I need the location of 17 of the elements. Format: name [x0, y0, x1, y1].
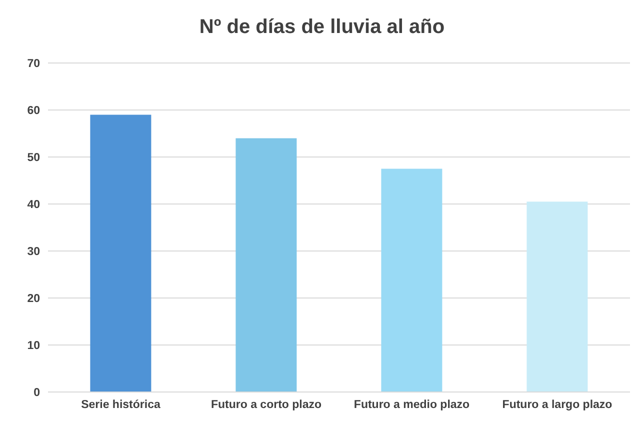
x-tick-label: Futuro a corto plazo	[210, 399, 322, 412]
y-tick-label: 10	[27, 340, 40, 352]
x-tick-label: Futuro a largo plazo	[502, 399, 612, 412]
x-tick-label: Futuro a medio plazo	[354, 399, 470, 412]
y-tick-label: 70	[27, 58, 40, 70]
bar	[381, 168, 442, 392]
y-tick-label: 40	[27, 199, 40, 212]
y-tick-label: 20	[27, 293, 40, 306]
bar	[90, 114, 152, 392]
x-tick-label: Serie histórica	[81, 399, 161, 412]
bar	[236, 138, 297, 392]
bar	[526, 202, 588, 392]
y-tick-label: 30	[27, 246, 40, 258]
chart-title: Nº de días de lluvia al año	[198, 16, 446, 39]
y-tick-label: 60	[27, 105, 40, 118]
y-tick-label: 0	[34, 387, 40, 400]
y-tick-label: 50	[27, 152, 40, 164]
